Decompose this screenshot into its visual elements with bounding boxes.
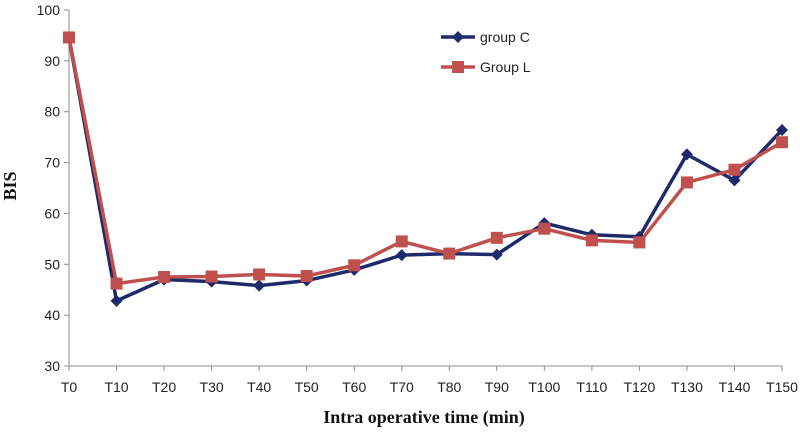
data-point-square bbox=[110, 277, 123, 290]
data-point-square bbox=[395, 235, 408, 248]
data-point-square bbox=[205, 270, 218, 283]
x-tick-label: T80 bbox=[437, 379, 461, 395]
data-point-diamond bbox=[110, 294, 123, 307]
y-tick-label: 60 bbox=[44, 205, 60, 221]
y-tick-label: 40 bbox=[44, 307, 60, 323]
x-tick-label: T110 bbox=[576, 379, 607, 395]
x-tick-label: T100 bbox=[528, 379, 560, 395]
axes bbox=[64, 9, 783, 371]
data-point-square bbox=[158, 271, 171, 283]
legend-label: group C bbox=[480, 29, 530, 45]
x-tick-label: T30 bbox=[200, 379, 224, 395]
x-axis-title: Intra operative time (min) bbox=[323, 407, 524, 428]
x-tick-label: T70 bbox=[390, 379, 414, 395]
x-tick-label: T140 bbox=[719, 379, 751, 395]
y-axis-title: BIS bbox=[0, 171, 20, 200]
data-point-square bbox=[348, 259, 361, 272]
data-point-square bbox=[728, 163, 741, 176]
data-point-diamond bbox=[490, 248, 503, 261]
y-tick-label: 90 bbox=[44, 53, 60, 69]
legend: group C Group L bbox=[441, 29, 531, 75]
x-tick-label: T40 bbox=[247, 379, 271, 395]
data-point-square bbox=[443, 247, 456, 260]
legend-marker bbox=[452, 31, 464, 43]
x-tick-labels: T0 T10 T20 T30 T40 T50 T60 T70 T80 T90 T100 T110 T12… bbox=[61, 379, 798, 395]
y-tick-label: 70 bbox=[44, 155, 60, 171]
x-tick-label: T20 bbox=[152, 379, 176, 395]
data-point-square bbox=[585, 234, 598, 247]
data-point-square bbox=[776, 136, 788, 149]
data-point-diamond bbox=[395, 249, 408, 262]
y-tick-label: 30 bbox=[44, 358, 60, 374]
data-point-diamond bbox=[728, 174, 741, 187]
data-point-square bbox=[538, 222, 551, 235]
x-tick-label: T50 bbox=[295, 379, 319, 395]
x-tick-label: T150 bbox=[766, 379, 798, 395]
x-tick-label: T120 bbox=[623, 379, 655, 395]
data-point-diamond bbox=[253, 279, 266, 292]
y-tick-label: 100 bbox=[37, 2, 61, 18]
series-group-c bbox=[63, 31, 788, 307]
data-point-diamond bbox=[680, 148, 693, 161]
legend-marker bbox=[452, 61, 464, 73]
series-group bbox=[63, 31, 788, 307]
x-tick-label: T0 bbox=[61, 379, 78, 395]
data-point-square bbox=[633, 236, 646, 249]
series-line bbox=[67, 37, 783, 286]
series-line bbox=[67, 37, 784, 303]
data-point-diamond bbox=[776, 124, 788, 137]
data-point-square bbox=[680, 176, 693, 189]
x-tick-label: T130 bbox=[671, 379, 703, 395]
series-group-l bbox=[63, 31, 788, 290]
data-point-square bbox=[63, 31, 75, 44]
y-tick-label: 80 bbox=[44, 104, 60, 120]
data-point-square bbox=[253, 268, 266, 281]
x-tick-label: T90 bbox=[485, 379, 509, 395]
legend-label: Group L bbox=[480, 59, 531, 75]
data-point-square bbox=[300, 269, 313, 282]
y-tick-label: 50 bbox=[44, 256, 60, 272]
x-tick-label: T60 bbox=[342, 379, 366, 395]
x-tick-label: T10 bbox=[104, 379, 128, 395]
data-point-square bbox=[490, 231, 503, 244]
y-tick-labels: 30 40 50 60 70 80 90 100 bbox=[37, 2, 61, 374]
